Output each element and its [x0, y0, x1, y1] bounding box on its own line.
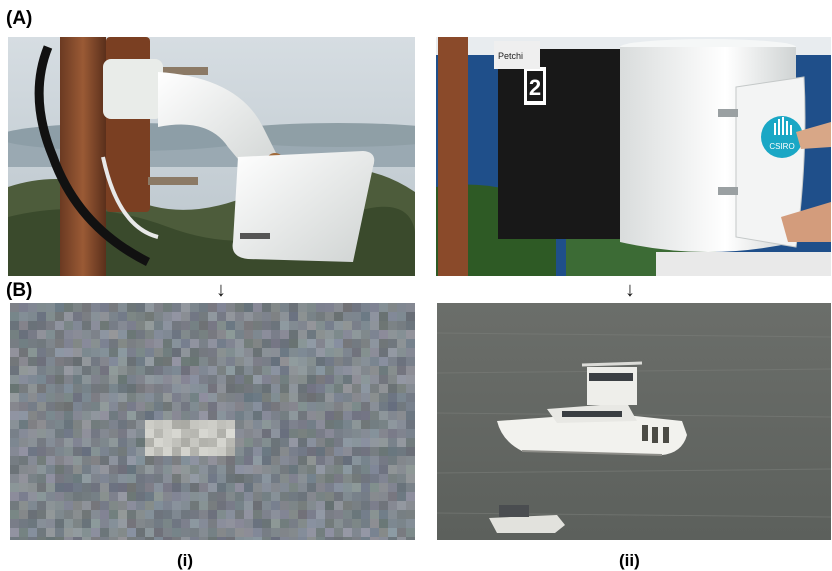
- number-plate-text: 2: [529, 75, 541, 100]
- csiro-logo-text: CSIRO: [769, 142, 794, 151]
- caption-i: (i): [177, 551, 194, 570]
- photo-camera-left: [8, 37, 415, 276]
- caption-ii: (ii): [619, 551, 640, 570]
- panel-label-a: (A): [6, 8, 33, 29]
- sticker-text: Petchi: [498, 51, 523, 61]
- down-arrow-right: ↓: [625, 279, 635, 301]
- panel-label-b: (B): [6, 280, 33, 301]
- image-high-resolution: [437, 303, 831, 540]
- down-arrow-left: ↓: [216, 279, 226, 301]
- photo-enclosure-right: 2 Petchi CSIRO: [436, 37, 831, 276]
- image-low-resolution: [10, 303, 415, 540]
